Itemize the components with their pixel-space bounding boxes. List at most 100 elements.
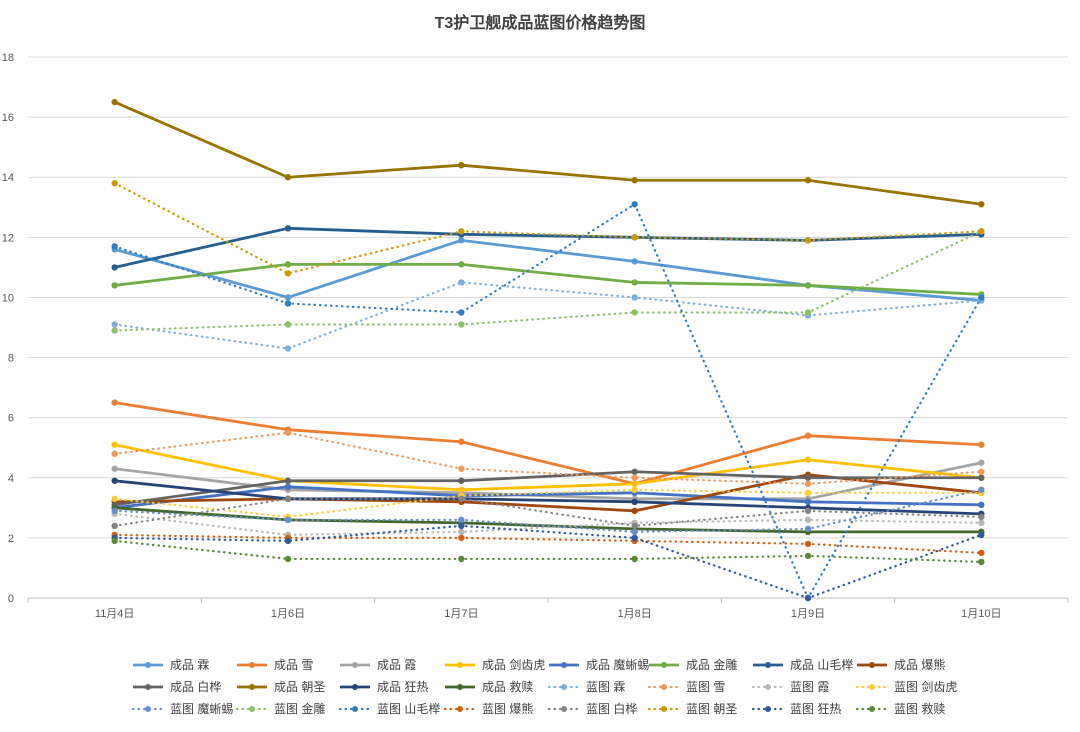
legend-item: 成品 山毛榉 (753, 658, 853, 672)
legend-item: 蓝图 白桦 (547, 701, 637, 716)
legend-label: 蓝图 魔蜥蜴 (170, 701, 233, 716)
data-point (804, 282, 812, 289)
data-point (804, 474, 812, 481)
data-point (111, 495, 118, 503)
legend-marker (249, 706, 255, 712)
legend-marker (352, 706, 358, 712)
data-point (631, 201, 638, 208)
data-point (458, 522, 465, 530)
data-point (978, 531, 985, 539)
data-point (111, 537, 118, 545)
data-point (631, 294, 638, 301)
data-point (111, 477, 118, 484)
data-point (458, 438, 465, 445)
legend-item: 成品 白桦 (133, 679, 221, 694)
data-point (978, 486, 985, 493)
legend-marker (457, 684, 463, 690)
series-line (114, 461, 982, 501)
data-point (284, 225, 292, 232)
series-line (114, 479, 982, 516)
series-lines (111, 98, 985, 602)
legend-marker (661, 706, 667, 712)
legend-label: 蓝图 剑齿虎 (894, 679, 957, 694)
x-tick-label: 1月8日 (618, 608, 652, 620)
legend-label: 成品 剑齿虎 (482, 657, 545, 672)
data-point (284, 300, 292, 307)
legend-label: 蓝图 霞 (790, 680, 829, 694)
y-tick-label: 6 (8, 413, 14, 425)
legend-label: 蓝图 救赎 (894, 701, 945, 716)
legend-item: 蓝图 朝圣 (647, 702, 737, 716)
data-point (284, 294, 292, 301)
legend-label: 成品 爆熊 (894, 657, 945, 672)
legend-marker (869, 684, 875, 690)
series-line (113, 488, 983, 533)
y-tick-label: 4 (8, 473, 14, 485)
data-point (804, 498, 812, 506)
legend-label: 成品 救赎 (482, 679, 533, 694)
legend-marker (765, 706, 771, 712)
series-19 (111, 201, 985, 602)
series-line (114, 470, 982, 507)
data-point (111, 243, 118, 250)
legend-item: 成品 朝圣 (237, 680, 325, 694)
series-line (114, 485, 982, 510)
data-point (284, 537, 292, 545)
legend-marker (765, 684, 771, 690)
data-point (111, 98, 118, 106)
x-tick-label: 1月7日 (444, 608, 478, 620)
data-point (978, 441, 985, 448)
data-point (804, 540, 812, 548)
y-tick-label: 0 (8, 593, 14, 605)
legend-item: 成品 金雕 (649, 657, 737, 672)
series-10 (111, 98, 985, 208)
legend-item: 蓝图 魔蜥蜴 (131, 701, 233, 716)
legend-marker (145, 662, 151, 668)
x-tick-label: 1月10日 (961, 608, 1001, 620)
data-point (631, 177, 638, 184)
data-point (458, 228, 465, 235)
data-point (804, 237, 812, 244)
data-point (111, 264, 118, 271)
data-point (978, 549, 985, 557)
data-point (631, 507, 638, 515)
data-point (111, 180, 118, 187)
legend-item: 成品 霞 (340, 658, 416, 672)
series-23 (111, 522, 985, 602)
legend-label: 蓝图 朝圣 (686, 702, 737, 716)
data-point (804, 507, 812, 515)
data-point (978, 294, 985, 301)
data-point (458, 477, 465, 484)
series-line (113, 524, 983, 600)
series-line (113, 182, 983, 275)
data-point (804, 516, 812, 524)
legend-marker (561, 706, 567, 712)
data-point (631, 474, 638, 481)
legend-item: 蓝图 救赎 (855, 701, 945, 716)
data-point (631, 480, 638, 487)
data-point (458, 516, 465, 524)
data-point (978, 474, 985, 481)
data-point (284, 261, 292, 268)
legend-label: 蓝图 霖 (586, 680, 625, 694)
series-24 (111, 537, 985, 566)
data-point (458, 465, 465, 472)
legend-item: 蓝图 剑齿虎 (855, 679, 957, 694)
series-18 (111, 228, 985, 334)
legend-label: 蓝图 狂热 (790, 702, 841, 716)
data-point (458, 237, 465, 244)
legend-label: 成品 狂热 (377, 680, 428, 694)
series-21 (111, 495, 985, 530)
data-point (284, 555, 292, 563)
legend-item: 蓝图 霞 (751, 680, 829, 694)
legend-marker (352, 684, 358, 690)
series-22 (111, 180, 985, 277)
data-point (284, 429, 292, 436)
data-point (284, 321, 292, 328)
data-point (631, 234, 638, 241)
data-point (458, 528, 465, 536)
legend-label: 成品 雪 (274, 658, 313, 672)
data-point (631, 522, 638, 530)
legend-marker (561, 684, 567, 690)
